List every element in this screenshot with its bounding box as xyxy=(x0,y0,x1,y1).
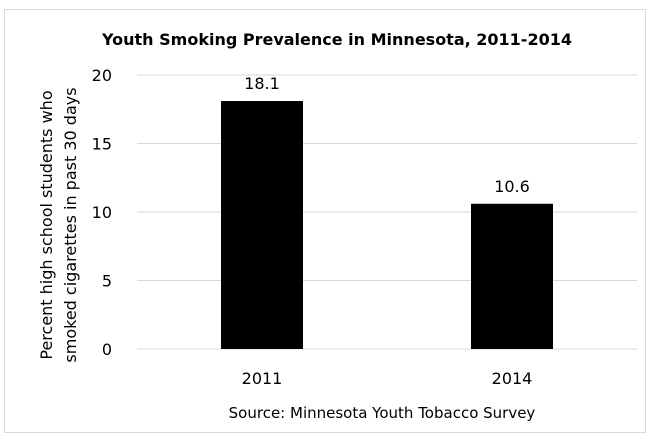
bars xyxy=(221,101,553,349)
bar-2014 xyxy=(471,203,553,349)
data-labels: 18.1 10.6 xyxy=(244,74,530,196)
y-tick-label: 5 xyxy=(102,272,112,291)
x-axis-ticks: 2011 2014 xyxy=(242,369,533,388)
y-axis-label: Percent high school students who smoked … xyxy=(37,87,80,362)
chart-title: Youth Smoking Prevalence in Minnesota, 2… xyxy=(101,30,572,49)
data-label-2014: 10.6 xyxy=(494,177,530,196)
y-axis-ticks: 0 5 10 15 20 xyxy=(92,66,112,359)
x-tick-label-2014: 2014 xyxy=(492,369,533,388)
data-label-2011: 18.1 xyxy=(244,74,280,93)
y-tick-label: 20 xyxy=(92,66,112,85)
gridlines xyxy=(137,74,637,350)
y-axis-label-line-2: smoked cigarettes in past 30 days xyxy=(61,87,80,362)
y-tick-label: 10 xyxy=(92,203,112,222)
source-note: Source: Minnesota Youth Tobacco Survey xyxy=(229,404,536,422)
x-tick-label-2011: 2011 xyxy=(242,369,283,388)
bar-2011 xyxy=(221,101,303,349)
y-axis-label-line-1: Percent high school students who xyxy=(37,90,56,359)
y-tick-label: 15 xyxy=(92,135,112,154)
y-tick-label: 0 xyxy=(102,340,112,359)
